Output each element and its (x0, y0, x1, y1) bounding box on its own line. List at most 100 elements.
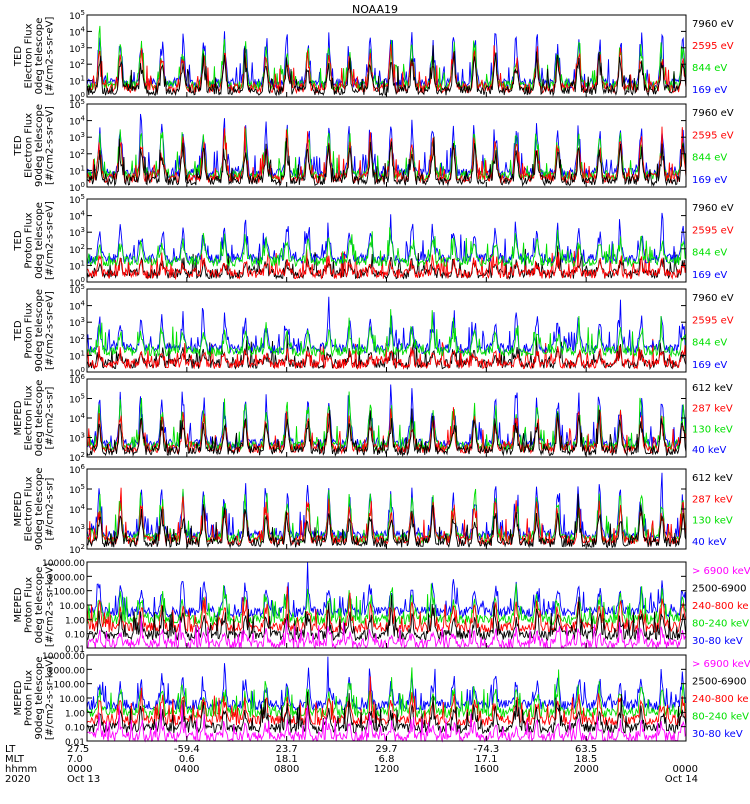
y-tick-label: 10.00 (59, 695, 85, 705)
y-axis-label: MEPEDElectron Flux0deg telescope[#/cm2-s… (13, 380, 56, 457)
panel-traces (86, 384, 687, 458)
y-tick-label: 106 (69, 463, 85, 476)
y-tick-label: 1000.00 (48, 666, 85, 676)
panel-traces (86, 113, 687, 187)
legend-entry: 7960 eV (692, 293, 734, 304)
x-tick-label: 1200 (374, 764, 399, 775)
series-trace (86, 338, 687, 370)
panel-traces (86, 656, 687, 743)
legend-entry: 130 keV (692, 424, 733, 435)
legend-entry: 7960 eV (692, 203, 734, 214)
legend-entry: 2500-6900 (692, 584, 747, 595)
series-trace (86, 227, 687, 268)
legend-entry: 40 keV (692, 445, 726, 456)
y-axis-label: MEPEDElectron Flux90deg telescope[#/cm2-… (13, 467, 56, 550)
y-tick-label: 102 (69, 243, 85, 256)
legend-entry: 612 keV (692, 473, 733, 484)
series-trace (86, 243, 687, 281)
series-trace (86, 212, 687, 266)
y-tick-label: 102 (69, 543, 85, 556)
x-tick-label: 7.0 (67, 754, 83, 765)
y-tick-label: 105 (69, 193, 85, 206)
y-axis-label: TEDProton Flux90deg telescope[#/cm2-s-sr… (13, 289, 56, 372)
x-tick-label: 27.5 (67, 744, 89, 755)
y-tick-label: 101 (69, 349, 85, 362)
series-trace (86, 472, 687, 542)
series-trace (86, 309, 687, 358)
y-tick-label: 101 (69, 259, 85, 272)
legend-entry: 30-80 keV (692, 729, 743, 740)
x-tick-label: 63.5 (575, 744, 597, 755)
legend-entry: 844 eV (692, 338, 727, 349)
x-tick-label: 18.1 (276, 754, 298, 765)
legend-entry: 7960 eV (692, 108, 734, 119)
legend-entry: 40 keV (692, 537, 726, 548)
x-tick-label: 6.8 (379, 754, 395, 765)
x-axis-row-label: hhmm (5, 764, 37, 775)
legend-entry: 844 eV (692, 248, 727, 259)
y-axis-label: MEPEDProton Flux90deg telescope[#/cm2-s-… (13, 656, 56, 740)
series-trace (86, 691, 687, 735)
legend-entry: 169 eV (692, 270, 727, 281)
x-tick-label: 2000 (573, 764, 598, 775)
y-tick-label: 1.00 (65, 616, 85, 626)
panel-traces (86, 212, 687, 281)
series-trace (86, 136, 687, 187)
chart-title: NOAA19 (352, 3, 398, 16)
y-tick-label: 104 (69, 300, 85, 313)
panel-7: 0.01 0.10 1.00 10.00 100.00 1000.00 10000.00ME… (13, 559, 750, 655)
y-tick-label: 103 (69, 42, 85, 55)
legend-entry: 169 eV (692, 85, 727, 96)
legend-entry: 287 keV (692, 494, 733, 505)
x-axis-row-label: 2020 (5, 774, 30, 785)
y-tick-label: 105 (69, 483, 85, 496)
legend-entry: 240-800 ke (692, 601, 749, 612)
x-tick-label: -59.4 (174, 744, 200, 755)
x-axis-row-label: LT (5, 744, 16, 755)
series-trace (86, 408, 687, 458)
x-tick-label: 0800 (274, 764, 299, 775)
y-tick-label: 104 (69, 412, 85, 425)
x-tick-label: -74.3 (473, 744, 499, 755)
series-trace (86, 45, 687, 97)
x-tick-label: 29.7 (375, 744, 397, 755)
x-tick-label: 0.6 (179, 754, 195, 765)
y-tick-label: 105 (69, 9, 85, 22)
series-trace (86, 586, 687, 634)
legend-entry: 169 eV (692, 360, 727, 371)
legend-entry: 287 keV (692, 404, 733, 415)
legend-entry: 844 eV (692, 63, 727, 74)
legend-entry: > 6900 keV (692, 659, 750, 670)
y-tick-label: 103 (69, 432, 85, 445)
panel-traces (86, 25, 687, 97)
y-tick-label: 103 (69, 523, 85, 536)
legend-entry: 240-800 ke (692, 694, 749, 705)
y-axis-label: TEDElectron Flux0deg telescope[#/cm2-s-s… (13, 16, 56, 95)
y-tick-label: 10000.00 (42, 652, 85, 662)
y-tick-label: 102 (69, 58, 85, 71)
x-tick-label: 23.7 (276, 744, 298, 755)
series-trace (86, 407, 687, 455)
series-trace (86, 667, 687, 720)
y-tick-label: 0.10 (65, 631, 85, 641)
y-tick-label: 1.00 (65, 709, 85, 719)
y-tick-label: 102 (69, 333, 85, 346)
x-axis-row-label: MLT (5, 754, 25, 765)
y-tick-label: 105 (69, 393, 85, 406)
y-tick-label: 0.01 (65, 645, 85, 655)
y-tick-label: 101 (69, 164, 85, 177)
x-tick-label: 0000 (67, 764, 92, 775)
y-tick-label: 104 (69, 210, 85, 223)
legend-entry: 30-80 keV (692, 636, 743, 647)
y-tick-label: 104 (69, 503, 85, 516)
x-tick-label: 0400 (174, 764, 199, 775)
series-trace (86, 583, 687, 627)
x-tick-label: 1600 (474, 764, 499, 775)
y-axis-label: TEDProton Flux0deg telescope[#/cm2-s-sr-… (13, 201, 56, 280)
